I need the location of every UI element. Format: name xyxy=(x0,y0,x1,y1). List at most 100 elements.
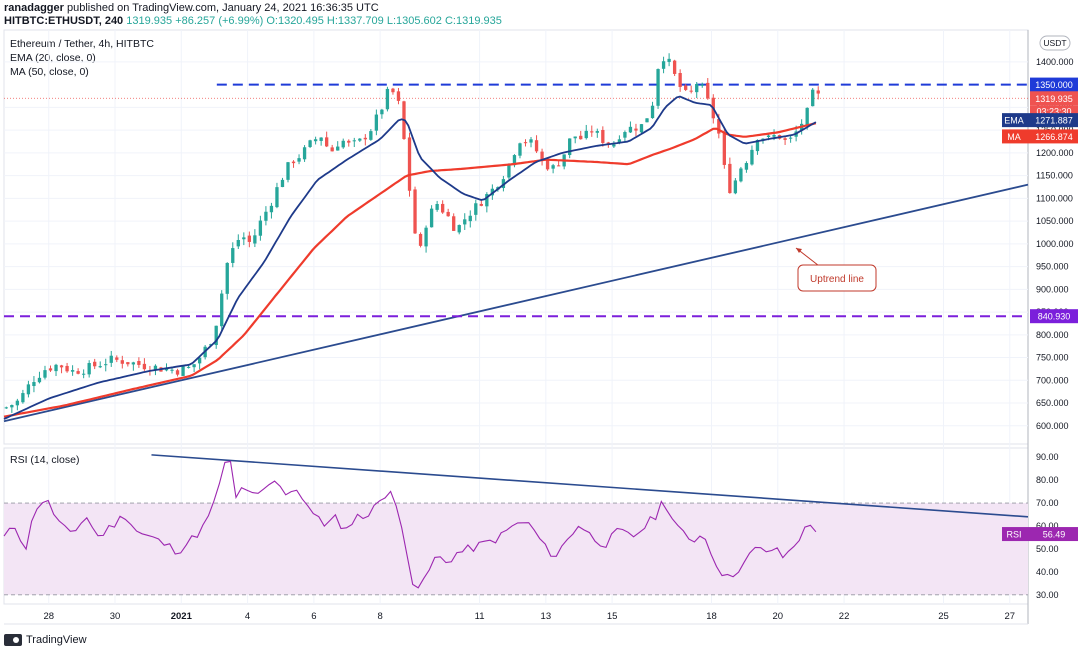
annotation-box xyxy=(797,264,877,292)
candle-up xyxy=(192,364,196,368)
candle-down xyxy=(291,161,296,164)
footer-brand[interactable]: TradingView xyxy=(26,634,87,646)
ohlc-close: C:1319.935 xyxy=(444,15,502,27)
candle-up xyxy=(170,369,174,371)
rsi-legend[interactable]: RSI (14, close) xyxy=(10,454,80,466)
candle-up xyxy=(374,114,379,131)
time-tick-label: 18 xyxy=(706,611,717,622)
publisher-name[interactable]: ranadagger xyxy=(4,2,64,14)
candle-down xyxy=(783,138,787,140)
price-tick-label: 750.000 xyxy=(1036,353,1069,363)
candle-up xyxy=(490,188,495,196)
candle-down xyxy=(556,165,561,167)
candle-up xyxy=(54,364,58,372)
candle-up xyxy=(667,58,671,62)
candle-down xyxy=(115,357,119,360)
candle-down xyxy=(579,135,583,140)
candle-down xyxy=(175,370,180,375)
candle-up xyxy=(380,109,384,115)
candle-up xyxy=(209,344,213,346)
candle-down xyxy=(59,365,64,368)
footer: TradingView xyxy=(4,634,87,646)
candle-up xyxy=(81,373,86,375)
resistance-price-box xyxy=(1030,77,1078,92)
candle-down xyxy=(330,147,334,152)
ma-price-label: 1266.874 xyxy=(1035,132,1073,142)
rsi-tick-label: 40.00 xyxy=(1036,567,1059,577)
candle-down xyxy=(407,137,412,191)
candle-up xyxy=(264,211,268,221)
candle-down xyxy=(706,82,710,99)
candle-down xyxy=(689,90,693,92)
candle-up xyxy=(231,248,235,263)
candle-up xyxy=(352,140,356,142)
candle-down xyxy=(590,131,594,133)
candle-down xyxy=(446,211,450,217)
price-change: +86.257 (+6.99%) xyxy=(175,15,264,27)
candle-up xyxy=(26,384,31,395)
candle-up xyxy=(518,143,522,156)
ohlc-open: O:1320.495 xyxy=(266,15,324,27)
candle-up xyxy=(369,131,373,140)
candle-up xyxy=(181,366,185,376)
candle-down xyxy=(247,235,251,242)
candle-up xyxy=(70,370,75,372)
candle-up xyxy=(131,362,136,365)
rsi-value-box xyxy=(1002,527,1078,542)
candle-up xyxy=(424,227,428,247)
candle-down xyxy=(678,73,682,87)
candle-down xyxy=(684,85,688,90)
tradingview-logo-icon xyxy=(4,634,22,646)
candle-up xyxy=(457,225,461,233)
price-tick-label: 1100.000 xyxy=(1036,193,1073,203)
candle-up xyxy=(358,138,362,141)
candle-up xyxy=(700,84,704,86)
chart-title: Ethereum / Tether, 4h, HITBTC xyxy=(10,38,154,50)
candle-up xyxy=(253,235,257,244)
candle-up xyxy=(214,325,218,346)
candle-up xyxy=(225,262,229,294)
candle-up xyxy=(32,382,36,387)
candle-down xyxy=(363,137,367,140)
candle-up xyxy=(733,180,738,194)
candle-down xyxy=(137,361,141,365)
candle-up xyxy=(463,219,467,225)
candle-up xyxy=(595,131,599,133)
ema-legend[interactable]: EMA (20, close, 0) xyxy=(10,52,96,64)
candle-down xyxy=(48,368,53,371)
annotation-arrowhead xyxy=(796,248,802,253)
uptrend-line xyxy=(3,183,1029,423)
candle-down xyxy=(440,203,445,213)
ma-price-box xyxy=(1002,129,1078,144)
time-tick-label: 6 xyxy=(311,611,316,622)
candle-down xyxy=(93,361,97,367)
rsi-tick-label: 90.00 xyxy=(1036,452,1059,462)
candle-down xyxy=(325,137,329,147)
candle-down xyxy=(396,91,401,101)
candle-up xyxy=(805,107,809,126)
candle-up xyxy=(639,124,644,133)
support-price-box xyxy=(1030,309,1078,324)
rsi-downtrend-line xyxy=(151,454,1029,518)
candle-up xyxy=(628,126,633,133)
candle-up xyxy=(623,132,627,138)
price-tick-label: 950.000 xyxy=(1036,262,1069,272)
time-tick-label: 11 xyxy=(475,611,485,622)
time-tick-label: 2021 xyxy=(171,611,193,622)
currency-badge xyxy=(1039,35,1071,51)
candle-down xyxy=(76,371,80,374)
ma-tag-label: MA xyxy=(1007,132,1021,142)
time-tick-label: 22 xyxy=(839,611,850,622)
candle-down xyxy=(65,365,69,372)
candle-up xyxy=(319,137,323,141)
price-tick-label: 1150.000 xyxy=(1036,171,1073,181)
candle-up xyxy=(568,138,572,156)
candle-down xyxy=(523,142,528,144)
candle-up xyxy=(695,83,699,93)
candle-up xyxy=(341,140,345,148)
candle-up xyxy=(512,155,517,166)
candle-up xyxy=(308,140,312,148)
candle-up xyxy=(429,208,434,228)
ma-legend[interactable]: MA (50, close, 0) xyxy=(10,66,89,78)
